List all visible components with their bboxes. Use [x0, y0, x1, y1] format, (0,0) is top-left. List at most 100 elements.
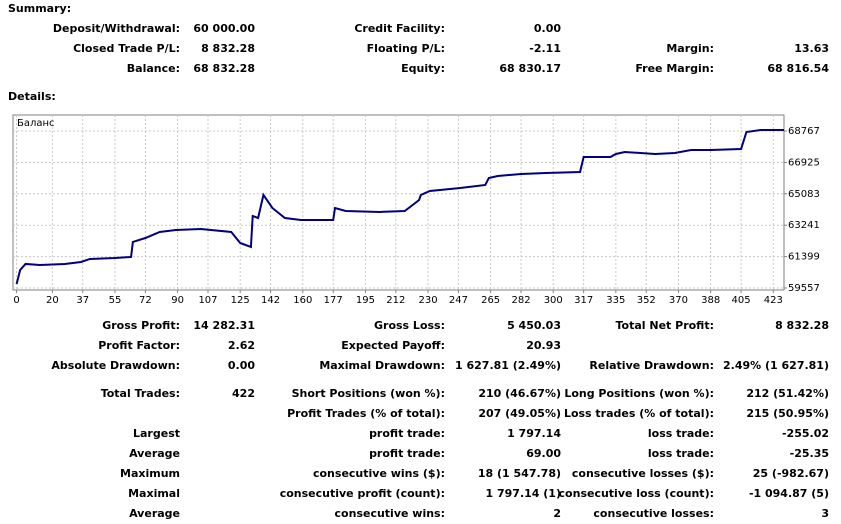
field-value: 212 (51.42%)	[746, 387, 829, 400]
x-tick-label: 282	[511, 295, 530, 306]
x-tick-label: 107	[198, 295, 217, 306]
x-tick-label: 55	[109, 295, 122, 306]
field-value: 5 450.03	[507, 319, 561, 332]
summary-title: Summary:	[8, 2, 71, 15]
details-title: Details:	[8, 90, 56, 103]
field-label: Closed Trade P/L:	[73, 42, 180, 55]
x-tick-label: 335	[606, 295, 625, 306]
field-label: Average	[129, 507, 180, 520]
field-value: -2.11	[529, 42, 561, 55]
field-value: 18 (1 547.78)	[478, 467, 561, 480]
x-tick-label: 142	[261, 295, 280, 306]
y-tick-label: 68767	[788, 126, 820, 137]
field-value: 2.62	[228, 339, 255, 352]
field-label: profit trade:	[369, 427, 445, 440]
field-label: Profit Trades (% of total):	[287, 407, 445, 420]
field-label: Floating P/L:	[367, 42, 445, 55]
x-tick-label: 423	[764, 295, 783, 306]
field-label: Balance:	[127, 62, 180, 75]
field-value: 2.49% (1 627.81)	[723, 359, 829, 372]
x-tick-label: 0	[13, 295, 19, 306]
plot-area	[12, 114, 785, 291]
field-label: Maximum	[120, 467, 180, 480]
field-label: Gross Profit:	[102, 319, 180, 332]
x-tick-label: 300	[544, 295, 563, 306]
field-value: 68 830.17	[499, 62, 561, 75]
field-label: Total Trades:	[101, 387, 180, 400]
field-label: loss trade:	[648, 447, 714, 460]
field-label: Deposit/Withdrawal:	[53, 22, 180, 35]
field-value: 2	[553, 507, 561, 520]
field-label: consecutive losses ($):	[572, 467, 714, 480]
field-value: 14 282.31	[193, 319, 255, 332]
field-label: Gross Loss:	[374, 319, 445, 332]
field-value: -25.35	[790, 447, 829, 460]
x-tick-label: 90	[171, 295, 184, 306]
x-tick-label: 37	[76, 295, 89, 306]
field-label: consecutive loss (count):	[559, 487, 714, 500]
field-label: profit trade:	[369, 447, 445, 460]
field-label: consecutive wins ($):	[313, 467, 445, 480]
x-tick-label: 388	[701, 295, 720, 306]
field-value: -255.02	[782, 427, 829, 440]
field-label: Largest	[133, 427, 180, 440]
field-label: Equity:	[401, 62, 445, 75]
field-value: 1 797.14	[507, 427, 561, 440]
y-tick-label: 61399	[788, 252, 820, 263]
x-tick-label: 195	[356, 295, 375, 306]
x-tick-label: 20	[46, 295, 59, 306]
field-label: consecutive wins:	[335, 507, 445, 520]
y-tick-label: 65083	[788, 189, 820, 200]
field-value: -1 094.87 (5)	[749, 487, 829, 500]
x-tick-label: 247	[449, 295, 468, 306]
field-label: Maximal Drawdown:	[319, 359, 445, 372]
field-value: 3	[821, 507, 829, 520]
x-tick-label: 212	[386, 295, 405, 306]
field-label: Total Net Profit:	[616, 319, 715, 332]
field-value: 210 (46.67%)	[478, 387, 561, 400]
field-label: Margin:	[666, 42, 714, 55]
field-label: Free Margin:	[635, 62, 714, 75]
field-value: 68 816.54	[767, 62, 829, 75]
x-tick-label: 230	[418, 295, 437, 306]
field-value: 8 832.28	[201, 42, 255, 55]
field-label: consecutive profit (count):	[280, 487, 445, 500]
x-tick-label: 352	[637, 295, 656, 306]
field-label: Average	[129, 447, 180, 460]
field-value: 215 (50.95%)	[746, 407, 829, 420]
series-label: Баланс	[17, 118, 55, 129]
field-label: Profit Factor:	[98, 339, 180, 352]
field-value: 0.00	[228, 359, 255, 372]
balance-line	[15, 128, 784, 285]
field-value: 20.93	[526, 339, 561, 352]
field-label: Long Positions (won %):	[564, 387, 714, 400]
x-tick-label: 265	[481, 295, 500, 306]
x-tick-label: 125	[231, 295, 250, 306]
field-label: consecutive losses:	[593, 507, 714, 520]
field-label: Relative Drawdown:	[589, 359, 714, 372]
x-tick-label: 317	[574, 295, 593, 306]
field-value: 25 (-982.67)	[753, 467, 829, 480]
field-label: Expected Payoff:	[341, 339, 445, 352]
field-label: loss trade:	[648, 427, 714, 440]
field-value: 13.63	[794, 42, 829, 55]
x-tick-label: 160	[293, 295, 312, 306]
field-value: 1 797.14 (1)	[486, 487, 561, 500]
field-value: 0.00	[534, 22, 561, 35]
x-tick-label: 72	[139, 295, 152, 306]
field-value: 69.00	[526, 447, 561, 460]
field-value: 60 000.00	[193, 22, 255, 35]
y-tick-label: 59557	[788, 283, 820, 294]
x-tick-label: 177	[324, 295, 343, 306]
x-tick-label: 405	[732, 295, 751, 306]
field-value: 8 832.28	[775, 319, 829, 332]
x-tick-label: 370	[669, 295, 688, 306]
field-value: 68 832.28	[193, 62, 255, 75]
field-value: 1 627.81 (2.49%)	[455, 359, 561, 372]
y-tick-label: 63241	[788, 220, 820, 231]
field-label: Maximal	[128, 487, 180, 500]
y-tick-label: 66925	[788, 157, 820, 168]
field-value: 422	[232, 387, 255, 400]
